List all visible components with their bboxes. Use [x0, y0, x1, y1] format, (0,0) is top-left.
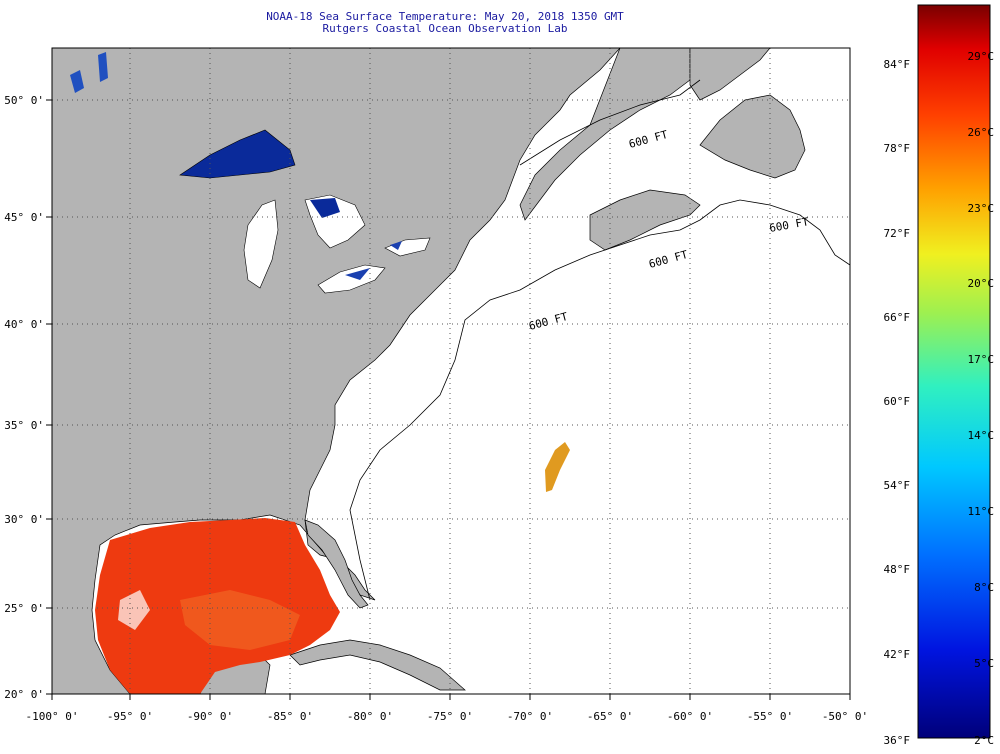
axis-ticks [46, 99, 851, 700]
lon-label: -50° 0' [822, 710, 868, 723]
colorbar-c-label: 26°C [968, 126, 995, 139]
isobath-contour-2 [519, 79, 701, 166]
lake-winnipeg-area [70, 52, 108, 93]
lon-label: -85° 0' [267, 710, 313, 723]
lon-tick-labels: -100° 0' -95° 0' -90° 0' -85° 0' -80° 0'… [26, 710, 869, 723]
colorbar-celsius-labels: 29°C 26°C 23°C 20°C 17°C 14°C 11°C 8°C 5… [968, 50, 995, 747]
plot-border [51, 47, 851, 695]
colorbar-fahrenheit-labels: 84°F 78°F 72°F 66°F 60°F 54°F 48°F 42°F … [884, 58, 911, 747]
lon-label: -70° 0' [507, 710, 553, 723]
colorbar-c-label: 29°C [968, 50, 995, 63]
colorbar-f-label: 54°F [884, 479, 911, 492]
map-gridlines [52, 48, 850, 694]
colorbar-f-label: 72°F [884, 227, 911, 240]
colorbar-f-label: 42°F [884, 648, 911, 661]
lake-huron-cold [310, 198, 340, 218]
land-florida [304, 519, 369, 609]
sst-offshore-patch [545, 442, 570, 492]
colorbar-f-label: 66°F [884, 311, 911, 324]
lake-superior [179, 129, 296, 179]
lon-label: -65° 0' [587, 710, 633, 723]
lon-label: -75° 0' [427, 710, 473, 723]
colorbar-f-label: 36°F [884, 734, 911, 747]
colorbar-c-label: 23°C [968, 202, 995, 215]
colorbar-c-label: 17°C [968, 353, 995, 366]
isobath-contour [349, 199, 850, 601]
map-subtitle: Rutgers Coastal Ocean Observation Lab [322, 22, 568, 35]
colorbar-c-label: 14°C [968, 429, 995, 442]
land-maritimes [519, 48, 691, 221]
lat-label: 45° 0' [4, 211, 44, 224]
lat-label: 25° 0' [4, 602, 44, 615]
lat-label: 50° 0' [4, 94, 44, 107]
lat-label: 20° 0' [4, 688, 44, 701]
colorbar-f-label: 84°F [884, 58, 911, 71]
colorbar-f-label: 60°F [884, 395, 911, 408]
lat-label: 30° 0' [4, 513, 44, 526]
lon-label: -80° 0' [347, 710, 393, 723]
land-cuba [289, 639, 466, 691]
lon-label: -95° 0' [107, 710, 153, 723]
map-layers [52, 48, 850, 694]
lon-label: -100° 0' [26, 710, 79, 723]
lon-label: -90° 0' [187, 710, 233, 723]
sst-gulf-cloud-gap [118, 590, 150, 630]
colorbar-f-label: 48°F [884, 563, 911, 576]
lake-ontario-cold [390, 241, 402, 250]
colorbar-c-label: 11°C [968, 505, 995, 518]
lake-erie [317, 264, 386, 294]
land-labrador-coast [689, 48, 771, 101]
lon-label: -55° 0' [747, 710, 793, 723]
land-nova-scotia [589, 189, 701, 251]
lake-erie-cold [345, 268, 370, 280]
colorbar-c-label: 2°C [974, 734, 994, 747]
lon-label: -60° 0' [667, 710, 713, 723]
colorbar-c-label: 20°C [968, 277, 995, 290]
colorbar-c-label: 8°C [974, 581, 994, 594]
map-title: NOAA-18 Sea Surface Temperature: May 20,… [266, 10, 624, 23]
lat-label: 40° 0' [4, 318, 44, 331]
land-newfoundland [699, 94, 806, 179]
colorbar [917, 4, 991, 739]
lake-michigan [243, 199, 279, 289]
colorbar-c-label: 5°C [974, 657, 994, 670]
colorbar-f-label: 78°F [884, 142, 911, 155]
sst-gulf-patch [180, 590, 300, 650]
lat-label: 35° 0' [4, 419, 44, 432]
lat-tick-labels: 50° 0' 45° 0' 40° 0' 35° 0' 30° 0' 25° 0… [4, 94, 44, 701]
